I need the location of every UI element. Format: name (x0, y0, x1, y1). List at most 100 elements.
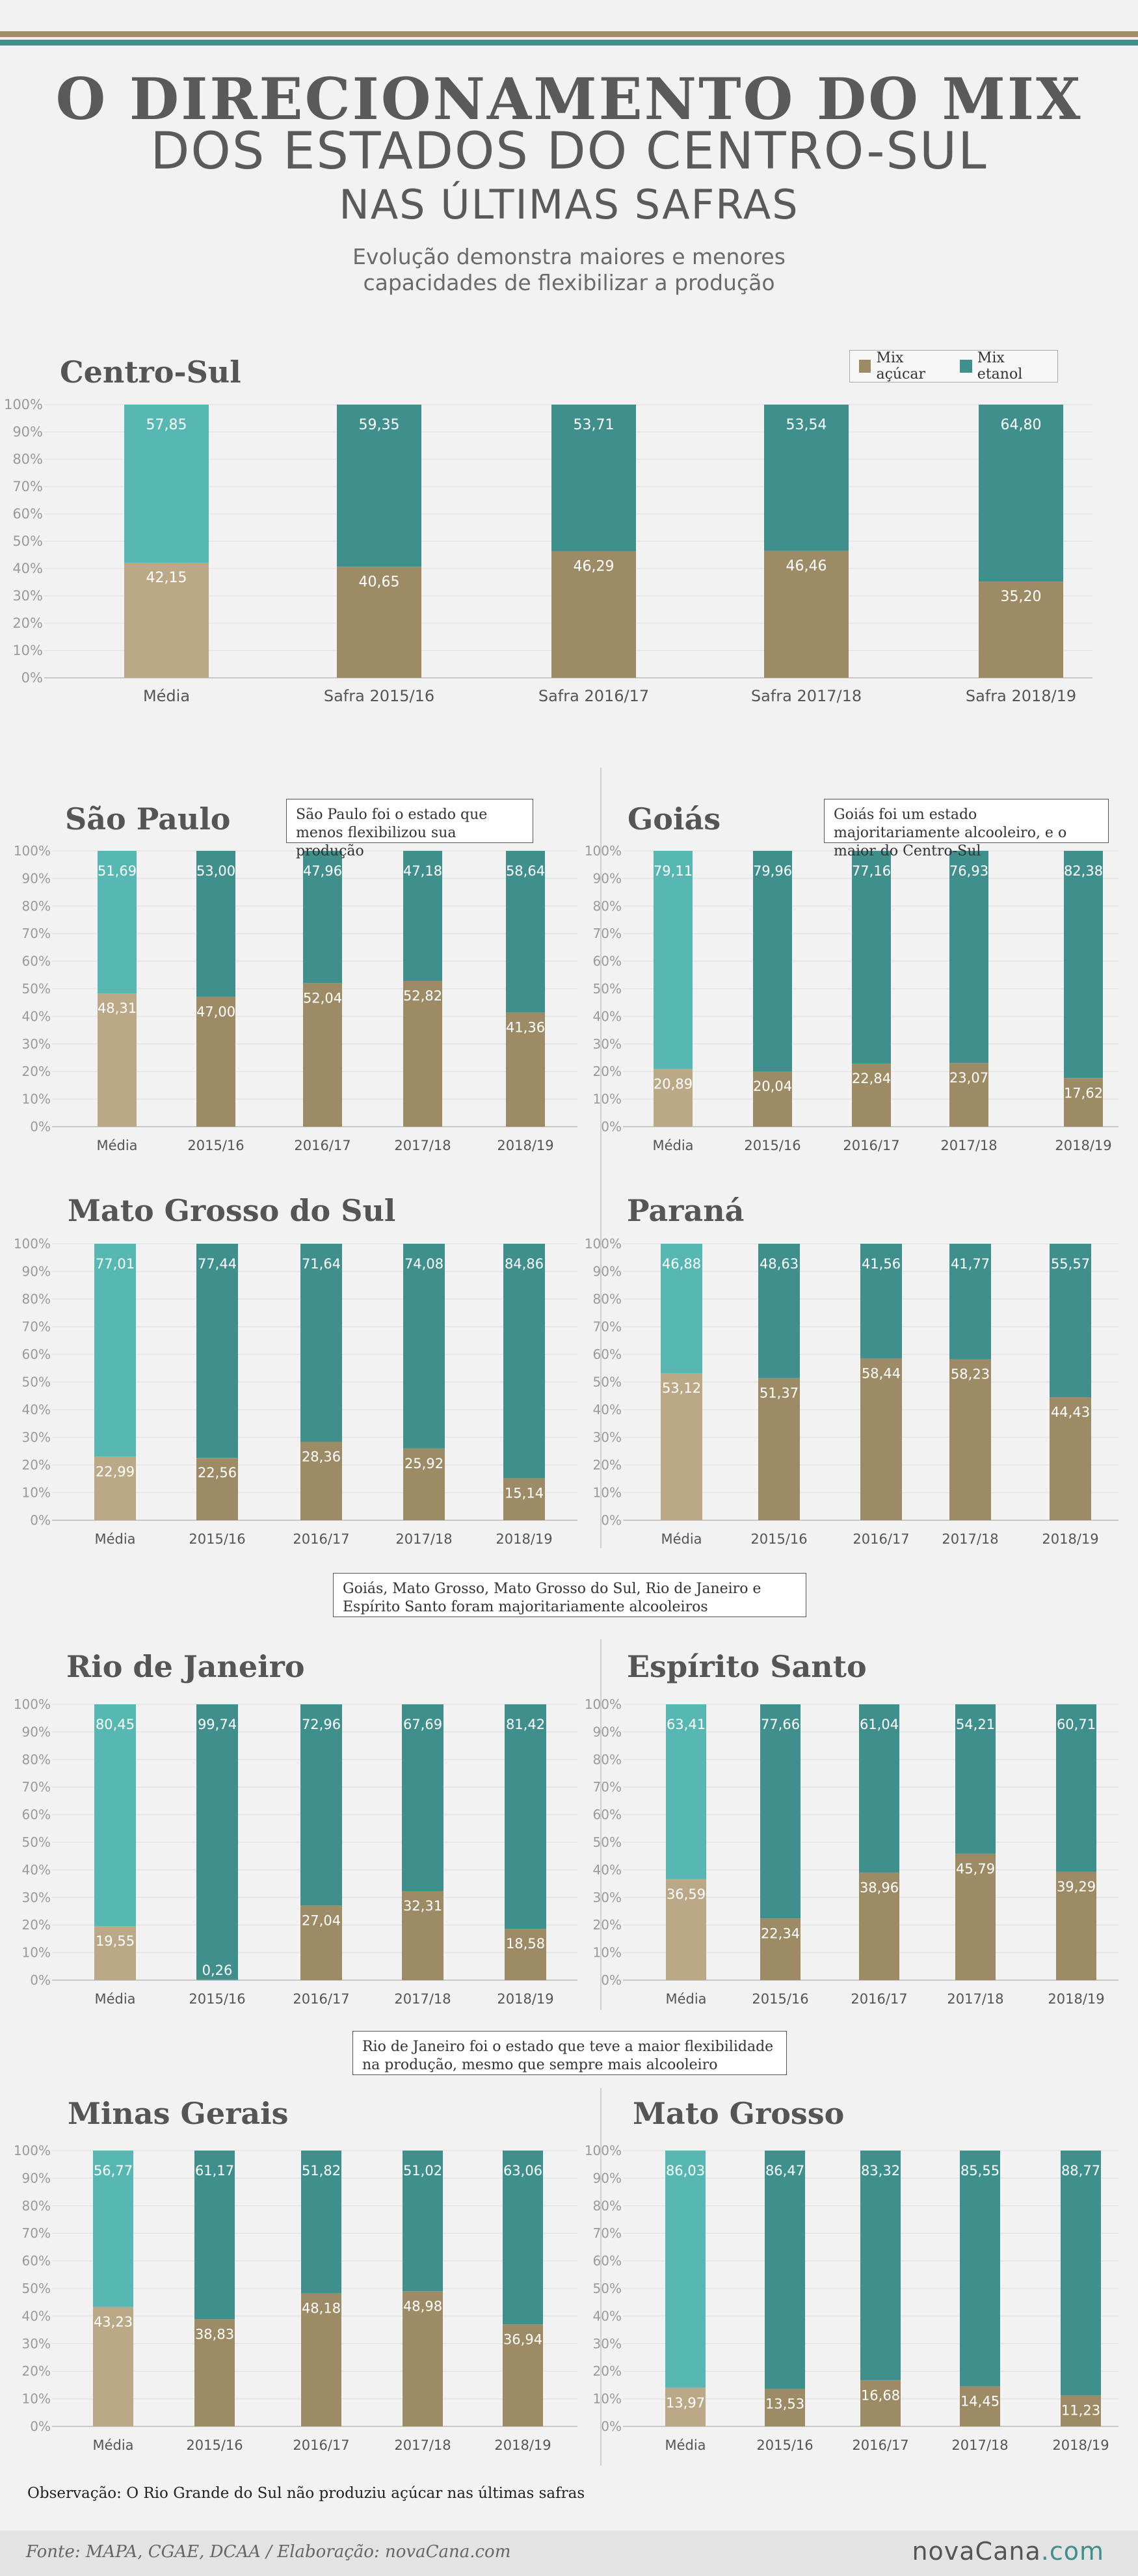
mato-grosso-label-acucar: 11,23 (1061, 2402, 1100, 2418)
centro-sul-label-acucar: 46,46 (786, 558, 827, 574)
mato-grosso-do-sul-ytick-label: 10% (22, 1485, 51, 1501)
mato-grosso-do-sul-label-etanol: 77,01 (96, 1256, 135, 1272)
mato-grosso-do-sul-category-label: 2016/17 (293, 1531, 349, 1547)
top-bar-brown (0, 31, 1138, 37)
centro-sul-category-label: Safra 2016/17 (538, 687, 649, 705)
chart-title-minas-gerais: Minas Gerais (68, 2096, 289, 2131)
rio-de-janeiro-ytick-label: 0% (30, 1972, 51, 1988)
page-title-line3: NAS ÚLTIMAS SAFRAS (339, 181, 799, 228)
mato-grosso-bar-acucar (765, 2389, 805, 2426)
legend-swatch-etanol (960, 360, 972, 373)
mato-grosso-ytick-label: 90% (593, 2170, 622, 2186)
sao-paulo-label-acucar: 41,36 (506, 1020, 545, 1036)
parana-label-acucar: 53,12 (662, 1380, 701, 1396)
goias-category-label: Média (652, 1138, 693, 1153)
mato-grosso-do-sul-ytick-label: 0% (30, 1512, 51, 1528)
espirito-santo-ytick-label: 90% (593, 1724, 622, 1739)
sao-paulo-ytick-label: 20% (22, 1064, 51, 1079)
minas-gerais-bar-acucar (194, 2319, 235, 2426)
mato-grosso-do-sul-ytick-label: 50% (22, 1375, 51, 1390)
minas-gerais-bar-acucar (301, 2293, 341, 2426)
footer-bar (0, 2530, 1138, 2576)
minas-gerais-bar-acucar (403, 2291, 443, 2426)
centro-sul-ytick-label: 50% (12, 533, 43, 549)
parana-bar-acucar (1050, 1397, 1091, 1520)
rio-de-janeiro-ytick-label: 20% (22, 1917, 51, 1933)
mato-grosso-do-sul-ytick-label: 30% (22, 1430, 51, 1445)
centro-sul-ytick-label: 90% (12, 424, 43, 440)
mato-grosso-bar-etanol (765, 2151, 805, 2389)
goias-ytick-label: 0% (601, 1119, 622, 1134)
mato-grosso-ytick-label: 60% (593, 2253, 622, 2269)
espirito-santo-ytick-label: 40% (593, 1862, 622, 1877)
goias-label-etanol: 76,93 (949, 863, 988, 879)
mato-grosso-do-sul-bar-etanol (300, 1244, 342, 1442)
parana-ytick-label: 80% (593, 1291, 622, 1307)
espirito-santo-category-label: 2016/17 (851, 1991, 907, 2007)
mato-grosso-do-sul-label-acucar: 22,56 (198, 1465, 237, 1481)
minas-gerais-ytick-label: 60% (22, 2253, 51, 2269)
minas-gerais-label-acucar: 48,18 (302, 2301, 341, 2316)
goias-bar-acucar (1064, 1078, 1103, 1127)
chart-title-parana: Paraná (627, 1193, 745, 1228)
centro-sul-label-acucar: 46,29 (574, 559, 615, 575)
espirito-santo-bar-etanol (760, 1704, 801, 1919)
espirito-santo-bar-etanol (955, 1704, 996, 1854)
minas-gerais-label-etanol: 51,02 (403, 2163, 442, 2179)
goias-bar-etanol (654, 851, 693, 1069)
brand-main: novaCana (912, 2537, 1041, 2566)
parana-label-etanol: 41,77 (951, 1256, 990, 1272)
sao-paulo-ytick-label: 100% (14, 843, 51, 859)
goias-label-etanol: 79,96 (753, 863, 792, 879)
sao-paulo-bar-etanol (506, 851, 545, 1013)
centro-sul-bar-acucar (124, 562, 209, 678)
minas-gerais-label-etanol: 56,77 (94, 2163, 133, 2179)
minas-gerais-category-label: 2017/18 (394, 2437, 451, 2453)
goias-ytick-label: 90% (593, 870, 622, 886)
centro-sul-label-etanol: 53,71 (574, 417, 615, 433)
legend: Mix açúcar Mix etanol (849, 350, 1058, 382)
mato-grosso-ytick-label: 10% (593, 2391, 622, 2407)
minas-gerais-ytick-label: 0% (30, 2419, 51, 2434)
sao-paulo-label-acucar: 48,31 (98, 1000, 137, 1016)
parana-label-acucar: 58,23 (951, 1367, 990, 1382)
mato-grosso-bar-etanol (1061, 2151, 1101, 2396)
goias-category-label: 2015/16 (744, 1138, 801, 1153)
sao-paulo-label-etanol: 47,96 (303, 863, 342, 879)
goias-bar-acucar (753, 1071, 792, 1127)
minas-gerais-category-label: 2018/19 (494, 2437, 551, 2453)
sao-paulo-bar-acucar (303, 983, 342, 1127)
minas-gerais-bar-etanol (93, 2151, 133, 2307)
espirito-santo-label-etanol: 63,41 (667, 1717, 706, 1732)
footnote: Observação: O Rio Grande do Sul não prod… (27, 2485, 585, 2502)
mato-grosso-do-sul-category-label: 2015/16 (189, 1531, 245, 1547)
mato-grosso-ytick-label: 100% (585, 2143, 622, 2158)
mato-grosso-do-sul-bar-etanol (403, 1244, 445, 1449)
espirito-santo-ytick-label: 100% (585, 1697, 622, 1712)
mato-grosso-do-sul-category-label: Média (94, 1531, 135, 1547)
espirito-santo-ytick-label: 60% (593, 1807, 622, 1823)
goias-bar-acucar (949, 1063, 988, 1127)
mato-grosso-do-sul-label-etanol: 74,08 (404, 1256, 443, 1272)
rio-de-janeiro-bar-etanol (196, 1704, 238, 1979)
goias-label-acucar: 22,84 (852, 1071, 891, 1086)
rio-de-janeiro-label-acucar: 32,31 (403, 1898, 442, 1914)
rio-de-janeiro-ytick-label: 70% (22, 1779, 51, 1795)
subtitle-line1: Evolução demonstra maiores e menores (352, 244, 786, 269)
centro-sul-category-label: Safra 2018/19 (966, 687, 1076, 705)
espirito-santo-label-etanol: 61,04 (860, 1717, 899, 1732)
goias-bar-acucar (852, 1064, 891, 1127)
parana-label-etanol: 48,63 (760, 1256, 799, 1272)
minas-gerais-bar-etanol (503, 2151, 543, 2325)
mato-grosso-label-etanol: 83,32 (861, 2163, 900, 2179)
parana-ytick-label: 10% (593, 1485, 622, 1501)
espirito-santo-label-acucar: 38,96 (860, 1880, 899, 1896)
centro-sul-bar-acucar (979, 582, 1063, 678)
centro-sul-bar-acucar (551, 551, 636, 678)
mato-grosso-category-label: 2015/16 (756, 2437, 813, 2453)
rio-de-janeiro-bar-acucar (300, 1905, 342, 1980)
sao-paulo-ytick-label: 30% (22, 1036, 51, 1052)
espirito-santo-category-label: 2017/18 (947, 1991, 1003, 2007)
mato-grosso-do-sul-ytick-label: 90% (22, 1264, 51, 1280)
mato-grosso-do-sul-ytick-label: 100% (14, 1236, 51, 1252)
